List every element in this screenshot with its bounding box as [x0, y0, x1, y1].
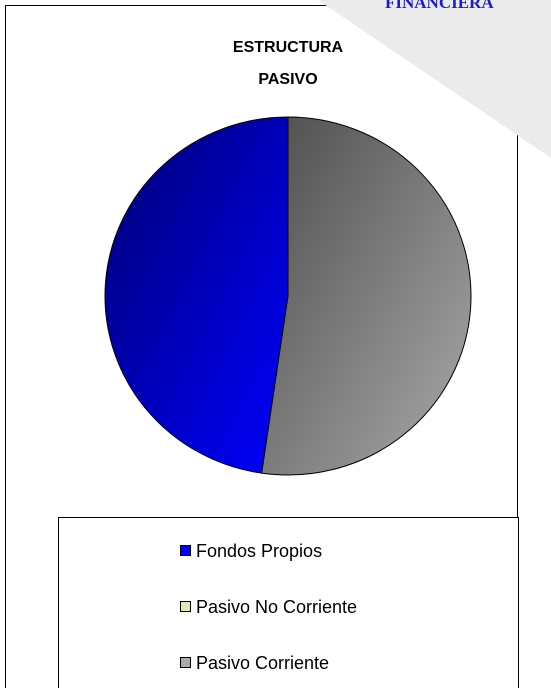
chart-title: PASIVO — [258, 71, 317, 88]
legend: Fondos Propios Pasivo No Corriente Pasivo … — [180, 541, 357, 673]
legend-box — [58, 517, 519, 688]
legend-swatch — [180, 657, 191, 668]
legend-swatch — [180, 601, 191, 612]
pie-slice — [261, 116, 472, 476]
pie — [104, 116, 472, 476]
legend-label: Pasivo No Corriente — [196, 597, 357, 617]
pie-slice — [104, 116, 289, 474]
page-background — [318, 0, 551, 158]
banner-text: FINANCIERA — [385, 0, 494, 12]
legend-label: Fondos Propios — [196, 541, 322, 561]
legend-label: Pasivo Corriente — [196, 653, 329, 673]
chart-title: ESTRUCTURA — [233, 39, 344, 56]
legend-swatch — [180, 545, 191, 556]
